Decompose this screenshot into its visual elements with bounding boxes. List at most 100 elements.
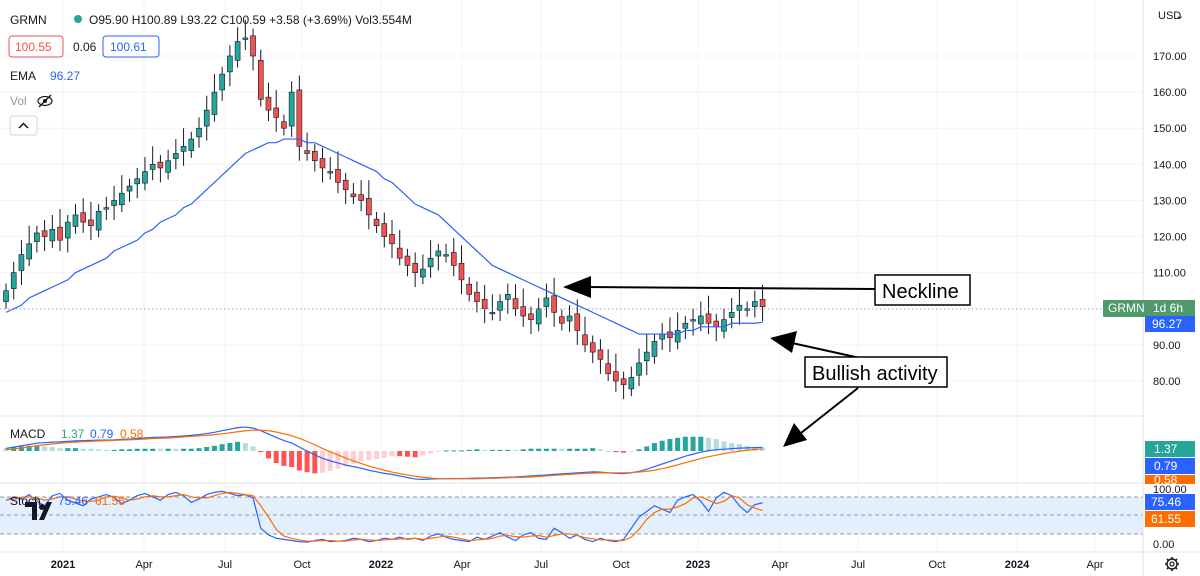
- macd-bar: [165, 448, 171, 451]
- macd-bar: [181, 448, 187, 451]
- candle-body: [34, 232, 40, 242]
- macd-tag-1-value: 1.37: [1154, 442, 1178, 456]
- macd-bar: [219, 444, 225, 451]
- candle-body: [18, 254, 25, 271]
- candle-body: [173, 153, 179, 159]
- macd-bar: [366, 451, 372, 461]
- price-tick: 90.00: [1153, 340, 1181, 352]
- candle-body: [682, 322, 689, 329]
- currency-dropdown-icon[interactable]: ⌄: [1175, 10, 1184, 22]
- candle-body: [327, 171, 334, 174]
- macd-bar: [420, 451, 426, 456]
- ask-box[interactable]: [102, 35, 160, 58]
- time-tick: Jul: [534, 559, 548, 571]
- stoch-tag-d-value: 61.55: [1151, 512, 1181, 526]
- time-tick: 2022: [369, 559, 393, 571]
- time-tick: Apr: [1086, 559, 1103, 571]
- candle-body: [257, 60, 264, 100]
- stoch-tag-k-value: 75.46: [1151, 495, 1181, 509]
- candle-body: [219, 73, 225, 91]
- candle-body: [196, 127, 202, 138]
- macd-bar: [127, 449, 133, 451]
- candle-body: [551, 295, 557, 313]
- candle-body: [57, 226, 63, 241]
- candle-body: [211, 91, 218, 115]
- macd-tag-2-value: 0.79: [1154, 459, 1178, 473]
- candle-body: [80, 212, 86, 223]
- macd-bar: [675, 437, 681, 451]
- ask-price: 100.61: [110, 40, 147, 54]
- macd-bar: [335, 451, 341, 469]
- macd-bar: [42, 446, 48, 451]
- candle-body: [628, 377, 635, 390]
- last-price-tag-time: 1d 6h: [1153, 301, 1183, 315]
- stoch-axis-0: 0.00: [1153, 539, 1174, 551]
- eye-off-icon[interactable]: [37, 94, 53, 108]
- time-tick: Oct: [612, 559, 629, 571]
- macd-bar: [605, 451, 611, 452]
- macd-bar: [281, 451, 287, 466]
- candle-body: [651, 340, 658, 357]
- time-axis-ticks: 2021 Apr Jul Oct 2022 Apr Jul Oct 2023 Apr Jul Oct 2…: [51, 559, 1104, 571]
- candle-body: [697, 315, 704, 325]
- candle-body: [142, 171, 148, 184]
- candle-body: [497, 301, 503, 311]
- candle-body: [227, 55, 233, 73]
- neckline-arrow-line: [584, 286, 877, 290]
- candle-body: [49, 229, 56, 242]
- price-axis-ticks: 170.00 160.00 150.00 140.00 130.00 120.00 110.…: [1153, 51, 1187, 388]
- collapse-legend-button[interactable]: [9, 115, 38, 136]
- ema-price-tag: [1145, 316, 1195, 332]
- bullish-label: Bullish activity: [812, 363, 938, 385]
- macd-bar: [559, 448, 565, 451]
- candle-body: [3, 290, 9, 302]
- candle-body: [674, 330, 681, 343]
- macd-tag-3-value: 0.58: [1154, 473, 1178, 487]
- neckline-label: Neckline: [882, 281, 959, 303]
- macd-bar: [18, 446, 24, 451]
- candle-body: [736, 304, 743, 311]
- candle-body: [273, 107, 280, 118]
- macd-bar: [103, 449, 109, 451]
- candle-body: [319, 158, 326, 169]
- candle-body: [489, 312, 496, 315]
- macd-legend-v3: 0.58: [120, 427, 144, 441]
- macd-bar: [196, 448, 202, 451]
- candle-body: [165, 160, 171, 173]
- candle-body: [157, 161, 164, 169]
- chevron-up-icon: [18, 122, 29, 129]
- candle-body: [643, 351, 650, 362]
- macd-bar: [713, 438, 719, 451]
- candle-body: [504, 294, 511, 300]
- macd-bar: [543, 448, 549, 451]
- macd-bar: [72, 448, 78, 451]
- candle-body: [350, 193, 357, 198]
- bid-box[interactable]: [8, 35, 64, 58]
- macd-bar: [188, 448, 194, 451]
- time-tick: Jul: [218, 559, 232, 571]
- macd-bar: [520, 449, 526, 451]
- candle-body: [335, 169, 341, 183]
- macd-legend-v2: 0.79: [90, 427, 114, 441]
- candle-body: [103, 207, 110, 210]
- macd-bar: [57, 448, 63, 451]
- candle-body: [613, 371, 619, 382]
- candle-body: [404, 255, 411, 266]
- macd-bar: [659, 440, 665, 451]
- ema-line: [5, 138, 763, 335]
- stoch-legend-d: 61.55: [95, 494, 125, 508]
- candle-body: [528, 313, 534, 320]
- candle-body: [458, 262, 465, 281]
- macd-bar: [597, 449, 603, 451]
- candle-body: [659, 333, 666, 340]
- stoch-tag-d: [1145, 511, 1195, 527]
- spread-value: 0.06: [73, 40, 97, 54]
- gear-icon[interactable]: [1165, 557, 1179, 571]
- currency-label: USD: [1158, 10, 1181, 22]
- symbol-label[interactable]: GRMN: [10, 13, 47, 27]
- macd-bar: [551, 448, 557, 451]
- macd-bar: [65, 448, 71, 451]
- candle-body: [203, 109, 210, 127]
- macd-bar: [242, 442, 248, 451]
